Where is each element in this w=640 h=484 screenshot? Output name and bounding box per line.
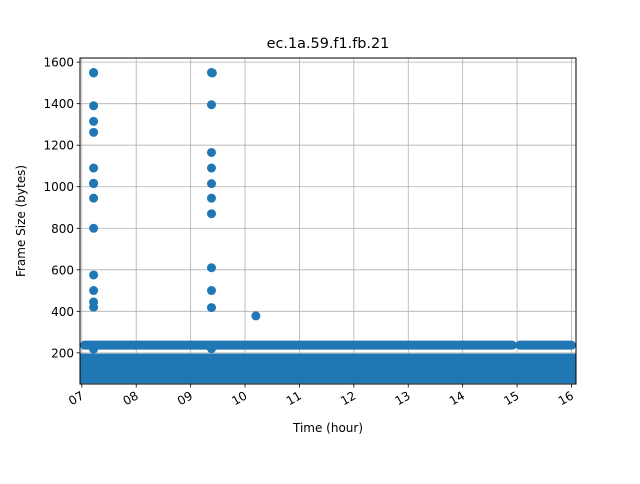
x-tick-label: 11 (284, 388, 304, 408)
data-point (89, 178, 99, 188)
data-point (206, 163, 216, 173)
point-band (515, 340, 576, 350)
data-point (89, 116, 99, 126)
data-point (206, 303, 216, 313)
data-point (206, 344, 216, 354)
point-band (80, 340, 518, 350)
x-tick-label: 15 (501, 388, 521, 408)
data-point (89, 286, 99, 296)
x-axis-label: Time (hour) (292, 421, 363, 435)
data-point (207, 68, 217, 78)
x-tick-label: 08 (120, 388, 140, 408)
x-tick-label: 10 (229, 388, 249, 408)
data-point (206, 209, 216, 219)
y-tick-label: 800 (51, 222, 74, 236)
point-band (80, 353, 576, 368)
data-point (251, 311, 261, 321)
grid (80, 58, 576, 384)
data-point (89, 193, 99, 203)
x-tick-label: 13 (393, 388, 413, 408)
data-point (89, 127, 99, 137)
y-axis-ticks: 200 400 600 800 1000 1200 1400 1600 (43, 56, 80, 360)
data-point (89, 344, 99, 354)
data-point (206, 179, 216, 189)
data-point (89, 68, 99, 78)
data-point (206, 100, 216, 110)
y-tick-label: 1400 (43, 97, 74, 111)
plot-frame (79, 57, 577, 385)
x-tick-label: 07 (66, 388, 86, 408)
y-tick-label: 600 (51, 263, 74, 277)
data-point (89, 302, 99, 312)
x-tick-label: 09 (175, 388, 195, 408)
y-tick-label: 200 (51, 346, 74, 360)
dense-point-bands (80, 340, 576, 384)
y-tick-label: 400 (51, 305, 74, 319)
data-point (89, 101, 99, 111)
y-tick-label: 1000 (43, 180, 74, 194)
x-tick-label: 14 (447, 388, 467, 408)
x-axis-ticks: 07 08 09 10 11 12 13 14 15 16 (66, 384, 576, 408)
x-tick-label: 16 (556, 388, 576, 408)
data-point (89, 163, 99, 173)
chart-title: ec.1a.59.f1.fb.21 (267, 36, 390, 52)
data-point (206, 147, 216, 157)
data-point (206, 193, 216, 203)
data-point (89, 270, 99, 280)
data-point (89, 223, 99, 233)
data-point (206, 286, 216, 296)
y-tick-label: 1600 (43, 56, 74, 70)
data-point (206, 263, 216, 273)
x-tick-label: 12 (338, 388, 358, 408)
data-points (89, 68, 261, 354)
y-axis-label: Frame Size (bytes) (14, 165, 28, 277)
y-tick-label: 1200 (43, 139, 74, 153)
